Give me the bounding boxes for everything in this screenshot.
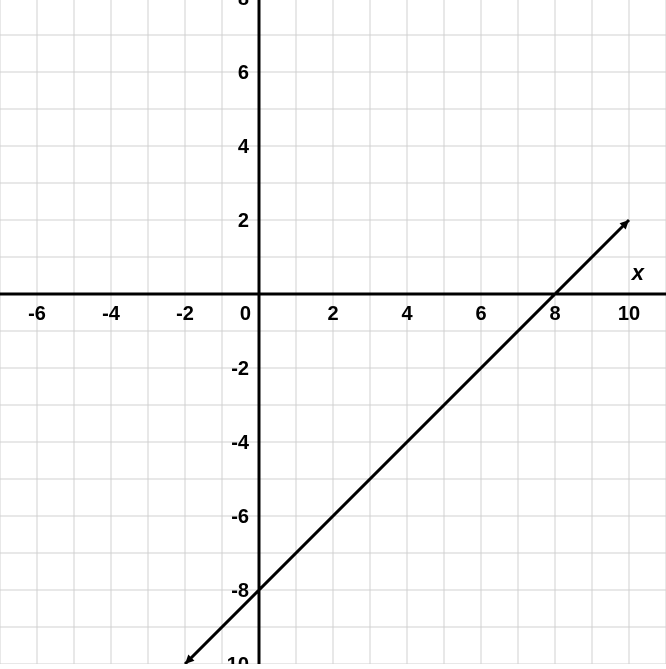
x-tick-label: -2 [176, 303, 194, 325]
x-tick-label: 4 [401, 303, 413, 325]
y-tick-label: 8 [238, 0, 249, 10]
x-tick-label: -6 [28, 303, 46, 325]
y-tick-label: -4 [231, 432, 250, 454]
coordinate-plane-chart: -6 -4 -2 0 2 4 6 8 10 8 6 4 2 -2 -4 -6 -8 -10 x [0, 0, 666, 669]
y-tick-label: 2 [238, 210, 249, 232]
chart-svg: -6 -4 -2 0 2 4 6 8 10 8 6 4 2 -2 -4 -6 -8 -10 x [0, 0, 666, 664]
y-tick-label: -6 [231, 506, 249, 528]
x-tick-label: -4 [102, 303, 121, 325]
x-tick-label: 6 [475, 303, 486, 325]
x-tick-label: 8 [549, 303, 560, 325]
y-tick-label: -2 [231, 358, 249, 380]
y-tick-label: 6 [238, 62, 249, 84]
y-tick-label: -10 [220, 654, 249, 664]
x-tick-label: 10 [618, 303, 640, 325]
y-tick-label: 4 [238, 136, 250, 158]
y-tick-label: -8 [231, 580, 249, 602]
x-tick-label: 0 [240, 303, 251, 325]
x-axis-label: x [631, 260, 645, 285]
x-tick-label: 2 [327, 303, 338, 325]
